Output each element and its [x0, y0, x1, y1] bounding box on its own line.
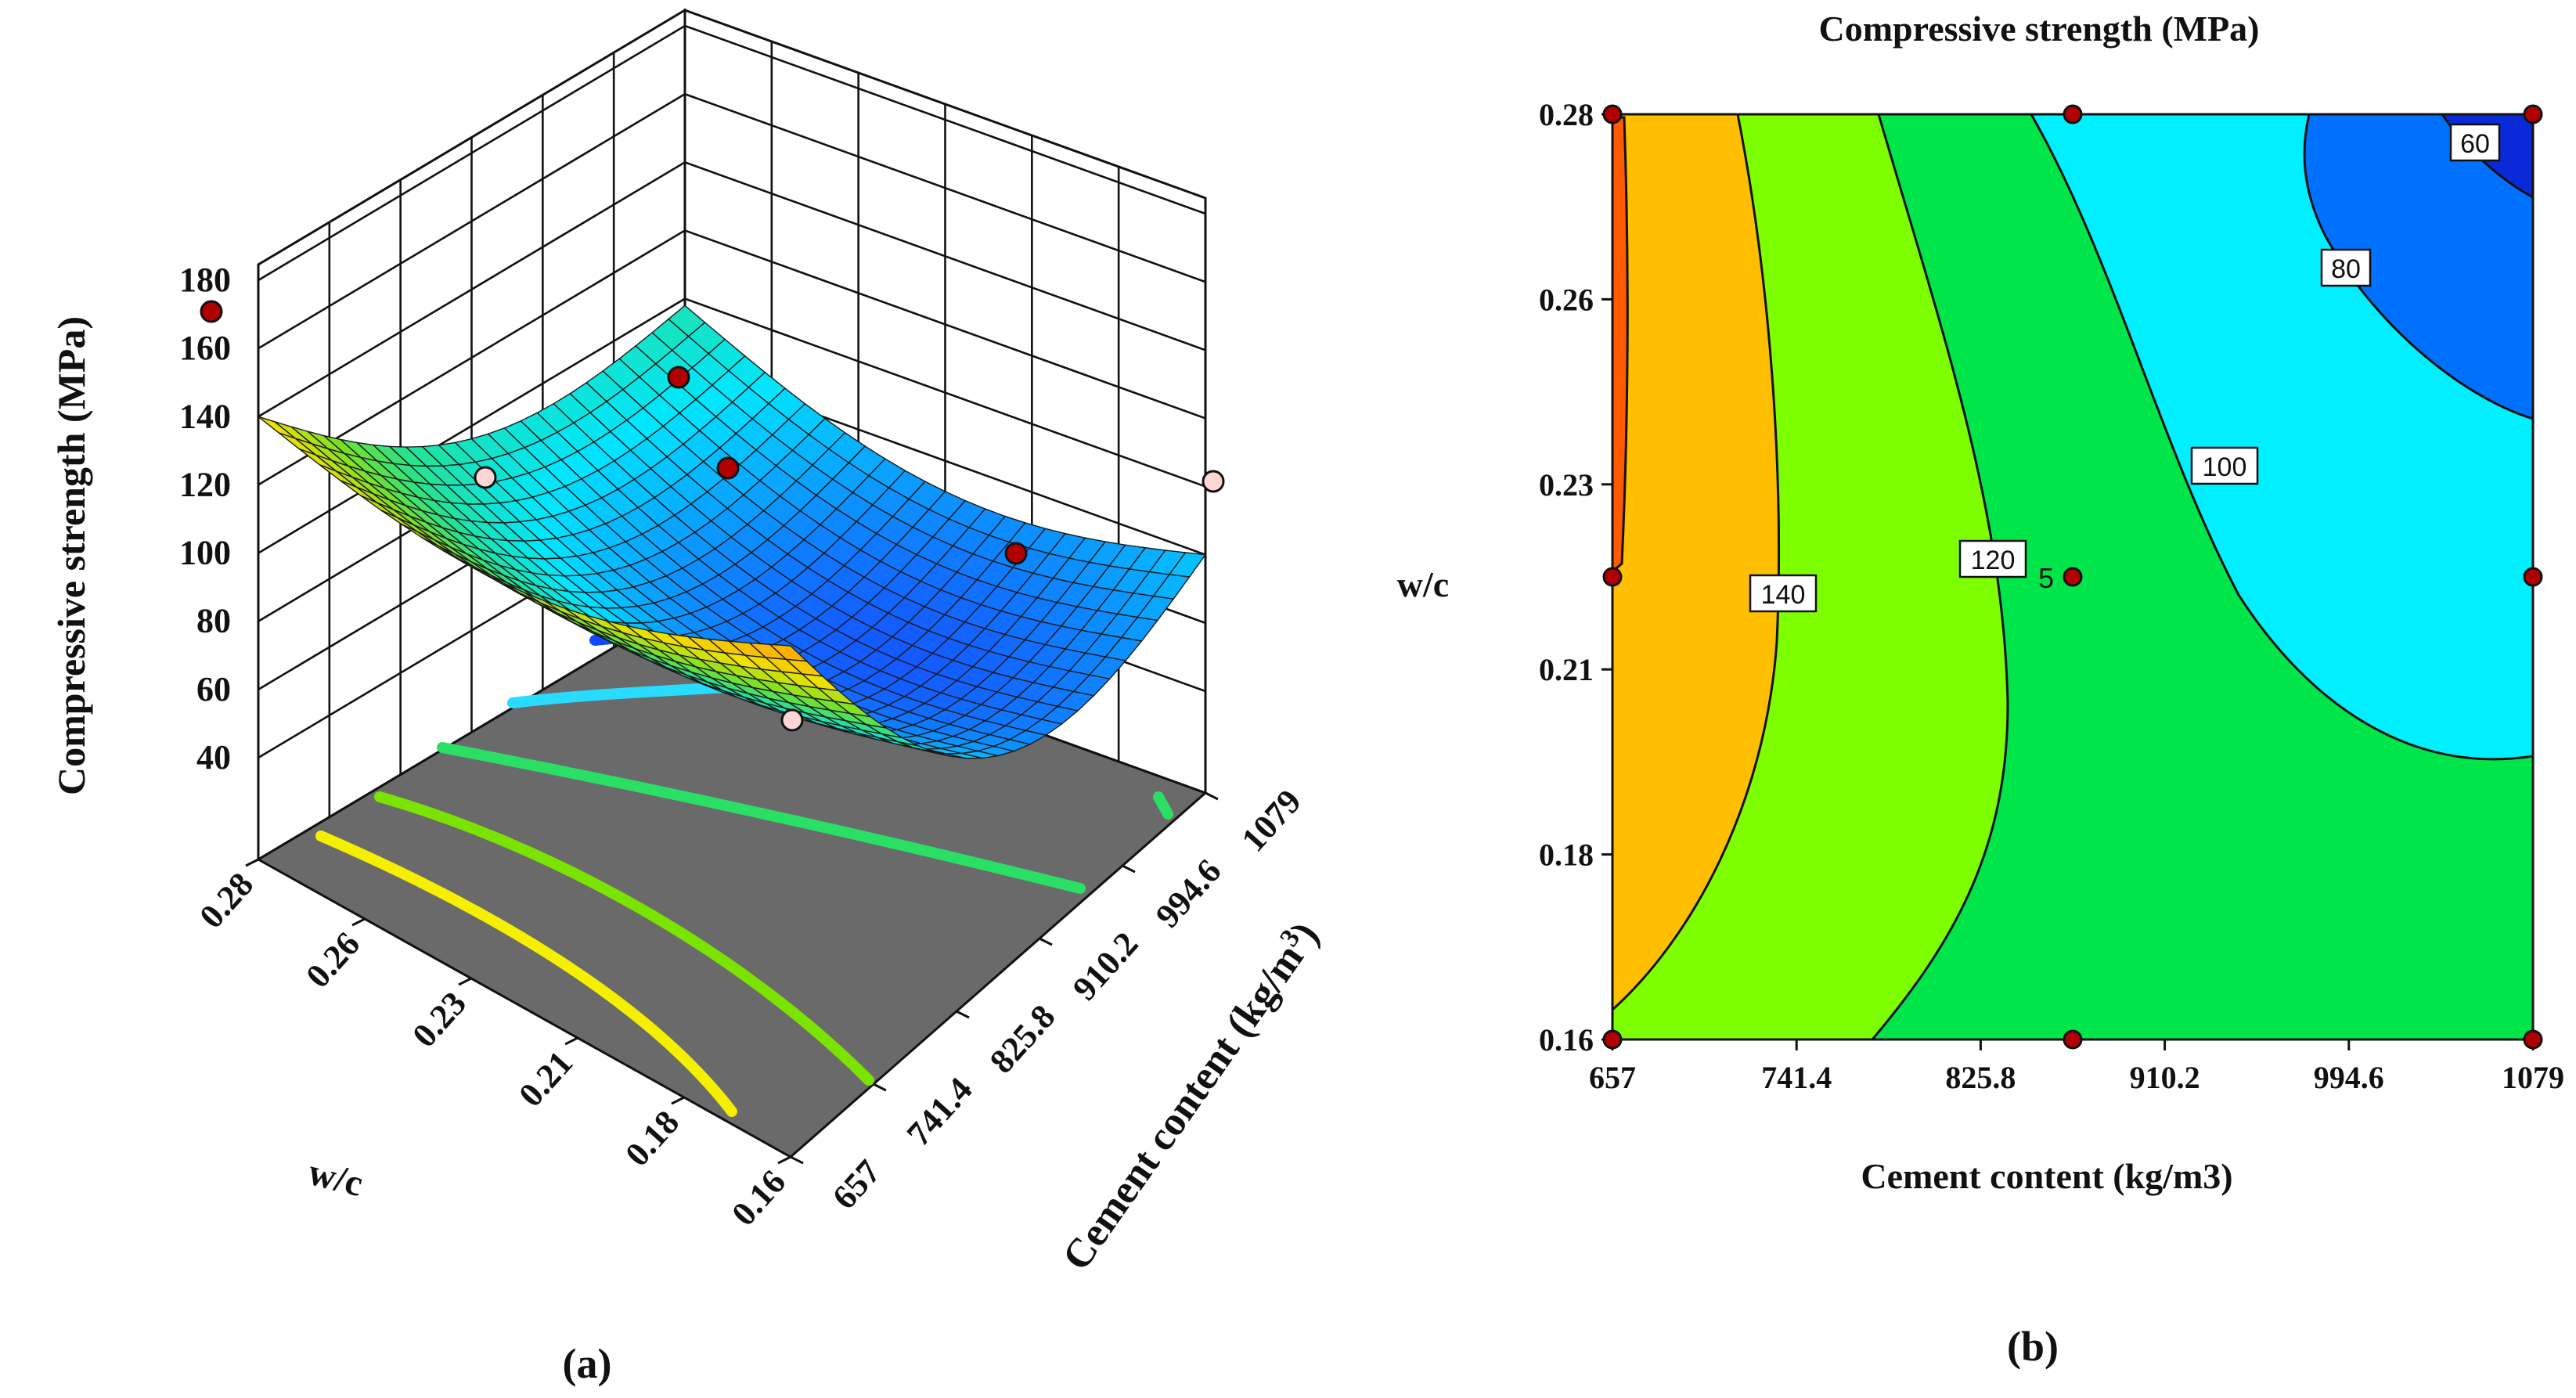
wall-grid-line	[258, 24, 1206, 282]
panel-b-label: (b)	[2007, 1323, 2059, 1370]
y-tick-mark	[1122, 864, 1136, 874]
contour-y-tick-label: 0.28	[1539, 97, 1594, 132]
contour-y-tick-label: 0.26	[1539, 282, 1594, 317]
contour-label-120: 120	[1971, 546, 2016, 575]
contour-tick-labels: 657 741.4 825.8 910.2 994.6 1079 0.16 0.18 0.21 0…	[1539, 97, 2564, 1095]
contour-y-tick-label: 0.18	[1539, 838, 1594, 873]
contour-y-tick-label: 0.23	[1539, 467, 1594, 503]
contour-title: Compressive strength (MPa)	[1819, 9, 2260, 49]
center-point-count: 5	[2038, 562, 2054, 594]
surface-design-points	[200, 300, 1225, 732]
panel-a-surface-plot: 40 60 80 100 120 140 160 180 0.28 0.26 0.23 0.21 0.1…	[49, 8, 1328, 1387]
wall-grid-line	[258, 160, 1206, 418]
floor-contour-green	[437, 742, 1086, 894]
contour-x-axis-label: Cement content (kg/m3)	[1861, 1156, 2232, 1196]
contour-label-100: 100	[2203, 452, 2247, 482]
x-tick-label: 0.16	[724, 1162, 793, 1233]
z-tick-label: 140	[179, 397, 231, 435]
design-point-3	[474, 466, 497, 489]
contour-x-tick-label: 910.2	[2130, 1060, 2200, 1095]
contour-label-box	[2190, 446, 2259, 485]
contour-design-point-3	[2523, 104, 2543, 124]
wall-grid-line	[258, 92, 1206, 350]
y-tick-label: 741.4	[899, 1070, 980, 1153]
contour-label-80: 80	[2331, 254, 2361, 284]
z-tick-label: 80	[196, 602, 231, 640]
contour-label-60: 60	[2460, 129, 2490, 159]
y-tick-mark	[956, 1010, 970, 1019]
y-tick-label: 825.8	[982, 997, 1063, 1080]
wall-grid-line	[258, 229, 1206, 486]
contour-x-tick-label: 741.4	[1761, 1060, 1832, 1095]
surface-cell	[768, 643, 809, 662]
contour-y-tick-label: 0.16	[1539, 1022, 1594, 1058]
design-point-5	[1202, 470, 1225, 493]
contour-level-labels: 60 80 100 120 140	[1749, 123, 2501, 613]
design-point-2	[667, 366, 690, 389]
x-tick-label: 0.21	[511, 1043, 580, 1114]
contour-design-point-7	[1602, 1029, 1623, 1050]
contour-x-tick-label: 825.8	[1945, 1060, 2016, 1095]
x-tick-mark	[671, 1096, 685, 1105]
band-140-160	[1612, 114, 1781, 1012]
x-tick-mark	[564, 1036, 578, 1046]
y-tick-label: 1079	[1234, 782, 1309, 859]
contour-label-box	[2449, 123, 2501, 162]
contour-y-axis-label: w/c	[1397, 564, 1449, 604]
x-tick-label: 0.18	[618, 1103, 686, 1173]
design-point-4	[716, 456, 740, 480]
contour-design-point-2	[2063, 104, 2083, 124]
panel-b-contour-plot: 657 741.4 825.8 910.2 994.6 1079 0.16 0.18 0.21 0…	[1397, 9, 2564, 1370]
x-tick-mark	[777, 1155, 791, 1165]
y-tick-label: 910.2	[1065, 924, 1146, 1007]
floor-contour-light-green	[374, 791, 874, 1086]
y-tick-mark	[873, 1083, 887, 1092]
y-tick-mark	[1205, 791, 1219, 801]
contour-y-tick-label: 0.21	[1539, 652, 1594, 687]
floor-contour-yellow	[315, 831, 737, 1117]
y-tick-label: 994.6	[1148, 852, 1229, 935]
contour-design-point-5	[2063, 567, 2083, 587]
y-tick-label: 657	[825, 1152, 888, 1216]
contour-design-point-9	[2523, 1029, 2543, 1050]
contour-design-point-1	[1602, 104, 1623, 124]
x-axis-label: w/c	[304, 1151, 367, 1205]
contour-design-point-6	[2523, 567, 2543, 587]
contour-x-tick-label: 1079	[2502, 1060, 2564, 1095]
y-tick-mark	[790, 1155, 804, 1165]
contour-design-point-4	[1602, 567, 1623, 587]
contour-label-box	[1958, 539, 2027, 578]
z-tick-label: 60	[196, 670, 231, 708]
x-tick-mark	[458, 977, 472, 986]
z-tick-label: 160	[179, 329, 231, 367]
contour-label-box	[2320, 248, 2372, 287]
z-tick-label: 100	[179, 534, 231, 572]
contour-label-140: 140	[1761, 580, 1806, 610]
contour-x-tick-label: 657	[1589, 1060, 1636, 1095]
band-above-160	[1612, 116, 1629, 573]
z-tick-label: 180	[179, 261, 231, 299]
design-point-1	[200, 300, 223, 323]
x-tick-label: 0.23	[405, 984, 474, 1054]
contour-label-box	[1749, 574, 1818, 613]
x-tick-label: 0.28	[192, 865, 261, 935]
z-axis-label: Compressive strength (MPa)	[49, 316, 93, 795]
panel-a-label: (a)	[563, 1340, 612, 1387]
design-point-6	[1004, 542, 1028, 565]
contour-x-tick-label: 994.6	[2314, 1060, 2384, 1095]
contour-design-point-8	[2063, 1029, 2083, 1050]
design-point-7	[780, 708, 804, 732]
y-tick-mark	[1039, 937, 1053, 946]
x-tick-mark	[245, 858, 259, 867]
z-tick-label: 120	[179, 465, 231, 503]
x-tick-mark	[351, 917, 366, 927]
floor-contour-green-corner	[1153, 791, 1173, 820]
z-tick-label: 40	[196, 738, 231, 776]
x-tick-label: 0.26	[298, 924, 367, 995]
contour-design-points: 5	[1602, 104, 2543, 1050]
